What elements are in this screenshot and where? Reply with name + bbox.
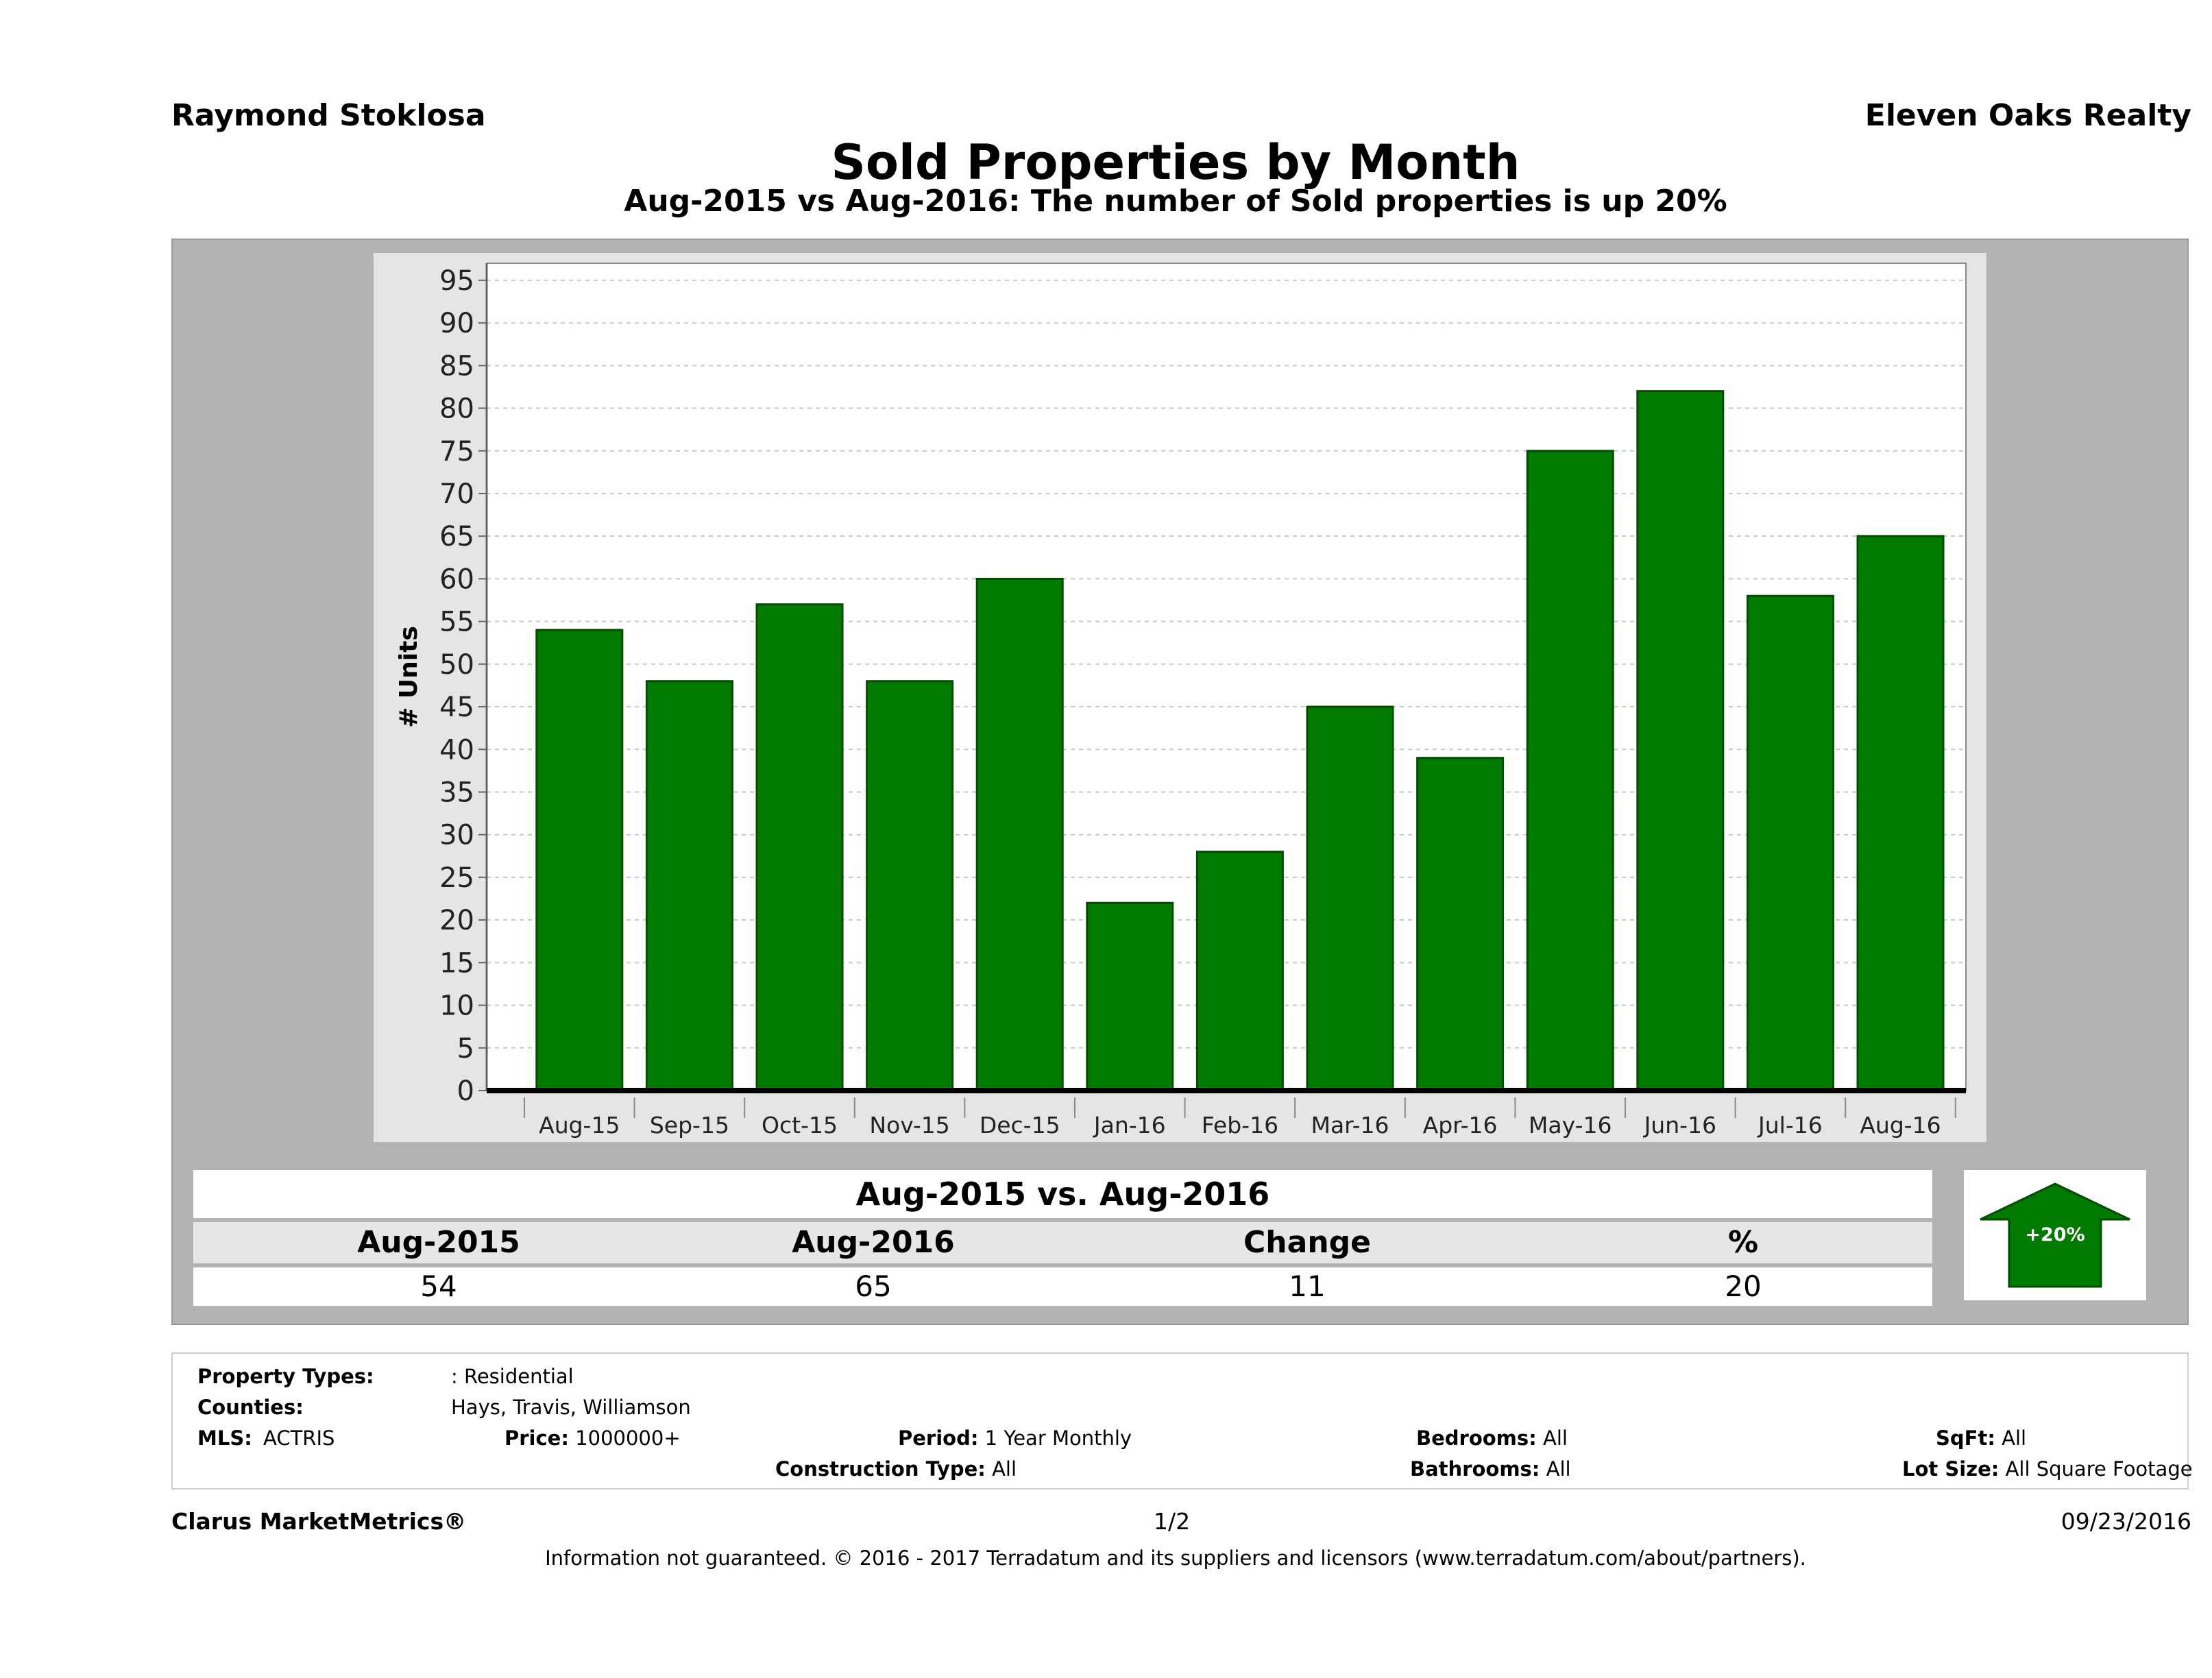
summary-label-change: Change <box>1243 1225 1371 1260</box>
x-tick-label: Dec-15 <box>980 1112 1060 1139</box>
y-tick-label: 55 <box>439 607 474 638</box>
y-tick-label: 50 <box>439 649 474 681</box>
bedrooms-value: All <box>1542 1426 1568 1450</box>
footer-page: 1/2 <box>1154 1508 1191 1535</box>
y-tick-label: 90 <box>439 308 474 339</box>
summary-label-percent: % <box>1727 1225 1759 1260</box>
bar <box>1856 535 1945 1092</box>
footer-brand: Clarus MarketMetrics® <box>171 1508 467 1535</box>
y-tick-label: 15 <box>439 947 474 979</box>
x-tick-label: Jun-16 <box>1643 1112 1716 1139</box>
lotsize-value: All Square Footage <box>2005 1457 2193 1481</box>
summary-values-row: 54 65 11 20 <box>193 1267 1932 1306</box>
y-tick-label: 85 <box>439 350 474 382</box>
construction-value: All <box>992 1457 1017 1481</box>
bar <box>535 629 624 1092</box>
x-tick-label: Oct-15 <box>762 1112 838 1139</box>
footer-disclaimer: Information not guaranteed. © 2016 - 201… <box>545 1546 1806 1570</box>
counties-value: Hays, Travis, Williamson <box>451 1396 691 1419</box>
period-label: Period: <box>898 1426 979 1450</box>
bar <box>1746 594 1834 1092</box>
bedrooms-label: Bedrooms: <box>1416 1426 1537 1450</box>
property-types-value: : Residential <box>451 1365 574 1388</box>
summary-value-end: 65 <box>855 1269 892 1303</box>
y-tick-label: 25 <box>439 862 474 894</box>
bar <box>1306 705 1394 1092</box>
bar <box>1636 390 1725 1092</box>
summary-value-change: 11 <box>1289 1269 1326 1303</box>
mls-value: ACTRIS <box>263 1426 335 1450</box>
bar <box>975 577 1064 1092</box>
filter-box: Property Types: : Residential Counties: … <box>171 1352 2193 1489</box>
y-tick-label: 70 <box>439 478 474 510</box>
bathrooms-value: All <box>1546 1457 1571 1481</box>
bar-chart: 0 5 10 15 20 25 30 35 40 45 50 55 60 65 70 75 80 85 90 95 # … <box>395 263 1967 1139</box>
sqft-label: SqFt: <box>1936 1426 1995 1450</box>
bar <box>1416 757 1505 1092</box>
property-types-label: Property Types: <box>197 1365 374 1388</box>
summary-value-percent: 20 <box>1725 1269 1762 1303</box>
company-name: Eleven Oaks Realty <box>1864 98 2191 133</box>
x-tick-label: Jul-16 <box>1757 1112 1823 1139</box>
report-subtitle: Aug-2015 vs Aug-2016: The number of Sold… <box>624 184 1727 219</box>
bar <box>1086 901 1174 1092</box>
y-tick-label: 75 <box>439 436 474 467</box>
mls-label: MLS: <box>197 1426 252 1450</box>
y-tick-label: 30 <box>439 820 474 851</box>
x-tick-label: Aug-16 <box>1860 1112 1941 1139</box>
bar <box>1526 450 1614 1092</box>
x-tick-label: Aug-15 <box>539 1112 620 1139</box>
sqft-value: All <box>2002 1426 2027 1450</box>
report-title: Sold Properties by Month <box>831 134 1520 191</box>
bar <box>755 603 844 1092</box>
summary-heading: Aug-2015 vs. Aug-2016 <box>193 1170 1932 1218</box>
y-tick-label: 95 <box>439 265 474 297</box>
y-tick-label: 40 <box>439 734 474 766</box>
y-tick-label: 10 <box>439 990 474 1022</box>
x-tick-label: Mar-16 <box>1311 1112 1389 1139</box>
y-tick-label: 0 <box>457 1075 474 1107</box>
x-tick-label: Sep-15 <box>650 1112 729 1139</box>
bar <box>1195 851 1284 1092</box>
period-value: 1 Year Monthly <box>984 1426 1132 1450</box>
y-tick-label: 35 <box>439 777 474 808</box>
summary-label-end: Aug-2016 <box>792 1225 955 1260</box>
price-label: Price: <box>505 1426 569 1450</box>
y-axis-label: # Units <box>395 626 423 728</box>
x-tick-label: Nov-15 <box>869 1112 949 1139</box>
y-tick-label: 20 <box>439 905 474 936</box>
construction-label: Construction Type: <box>775 1457 986 1481</box>
change-badge: +20% <box>1964 1170 2146 1300</box>
change-badge-label: +20% <box>2025 1224 2085 1245</box>
y-tick-label: 80 <box>439 393 474 425</box>
up-arrow-icon: +20% <box>1980 1182 2130 1288</box>
y-tick-label: 65 <box>439 521 474 552</box>
footer-date: 09/23/2016 <box>2061 1508 2191 1535</box>
y-tick-label: 60 <box>439 563 474 595</box>
summary-label-start: Aug-2015 <box>357 1225 520 1260</box>
x-tick-label: May-16 <box>1529 1112 1612 1139</box>
agent-name: Raymond Stoklosa <box>171 98 486 133</box>
y-tick-label: 5 <box>457 1033 474 1065</box>
chart-panel: 0 5 10 15 20 25 30 35 40 45 50 55 60 65 70 75 80 85 90 95 # … <box>374 253 1986 1142</box>
lotsize-label: Lot Size: <box>1902 1457 2000 1481</box>
y-tick-label: 45 <box>439 692 474 723</box>
summary-labels-row: Aug-2015 Aug-2016 Change % <box>193 1222 1932 1263</box>
bathrooms-label: Bathrooms: <box>1410 1457 1540 1481</box>
x-tick-label: Apr-16 <box>1423 1112 1498 1139</box>
price-value: 1000000+ <box>575 1426 681 1450</box>
summary-value-start: 54 <box>420 1269 457 1303</box>
x-tick-label: Jan-16 <box>1093 1112 1166 1139</box>
bar <box>866 680 954 1092</box>
counties-label: Counties: <box>197 1396 304 1419</box>
x-tick-label: Feb-16 <box>1202 1112 1278 1139</box>
bar <box>645 680 733 1092</box>
